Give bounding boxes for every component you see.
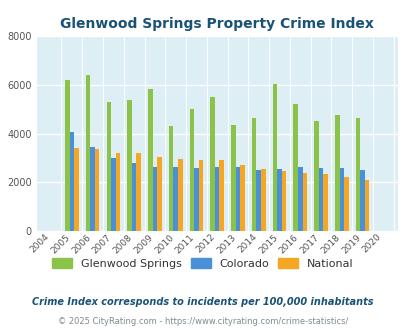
Bar (355, 118, 359, 231)
Bar (173, 167, 177, 231)
Bar (359, 170, 364, 231)
Bar (281, 171, 286, 231)
Bar (302, 173, 306, 231)
Bar (198, 160, 203, 231)
Bar (127, 100, 132, 231)
Bar (177, 159, 182, 231)
Bar (136, 153, 141, 231)
Bar (318, 168, 322, 231)
Bar (115, 153, 120, 231)
Legend: Glenwood Springs, Colorado, National: Glenwood Springs, Colorado, National (48, 254, 357, 273)
Bar (219, 160, 224, 231)
Bar (334, 115, 339, 231)
Bar (339, 168, 343, 231)
Bar (132, 163, 136, 231)
Bar (194, 168, 198, 231)
Bar (189, 109, 194, 231)
Bar (85, 75, 90, 231)
Title: Glenwood Springs Property Crime Index: Glenwood Springs Property Crime Index (60, 17, 373, 31)
Bar (65, 80, 69, 231)
Bar (69, 132, 74, 231)
Bar (235, 167, 240, 231)
Bar (74, 148, 79, 231)
Bar (90, 147, 95, 231)
Bar (214, 167, 219, 231)
Bar (260, 169, 265, 231)
Bar (148, 89, 152, 231)
Text: Crime Index corresponds to incidents per 100,000 inhabitants: Crime Index corresponds to incidents per… (32, 297, 373, 307)
Text: © 2025 CityRating.com - https://www.cityrating.com/crime-statistics/: © 2025 CityRating.com - https://www.city… (58, 317, 347, 326)
Bar (240, 165, 244, 231)
Bar (251, 118, 256, 231)
Bar (106, 102, 111, 231)
Bar (168, 126, 173, 231)
Bar (272, 84, 277, 231)
Bar (152, 167, 157, 231)
Bar (322, 174, 327, 231)
Bar (157, 157, 161, 231)
Bar (313, 121, 318, 231)
Bar (111, 158, 115, 231)
Bar (95, 149, 99, 231)
Bar (256, 170, 260, 231)
Bar (230, 125, 235, 231)
Bar (293, 105, 297, 231)
Bar (364, 180, 369, 231)
Bar (297, 167, 302, 231)
Bar (343, 178, 348, 231)
Bar (210, 97, 214, 231)
Bar (277, 169, 281, 231)
